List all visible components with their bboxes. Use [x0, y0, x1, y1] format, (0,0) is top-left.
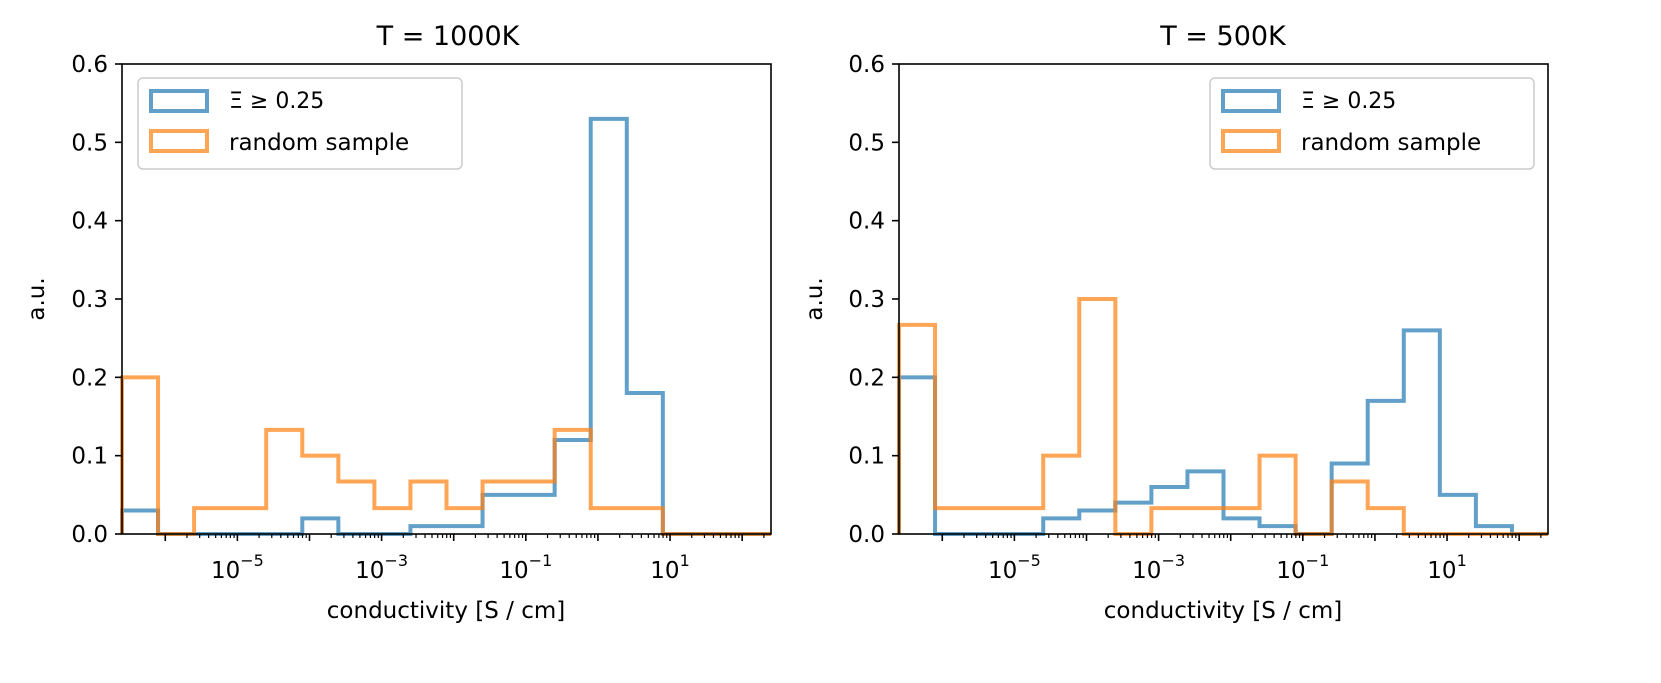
- x-tick-label: 101: [650, 551, 689, 584]
- legend-label-xi: Ξ ≥ 0.25: [1301, 89, 1396, 114]
- x-tick-label: 10−5: [988, 551, 1041, 584]
- x-axis: 10−5 10−3 10−1 101: [164, 534, 765, 584]
- histogram-series-random: [897, 297, 1548, 536]
- y-axis: 0.0 0.1 0.2 0.3 0.4 0.5 0.6: [848, 52, 899, 548]
- legend: Ξ ≥ 0.25 random sample: [1209, 77, 1535, 170]
- y-tick-label: 0.5: [848, 130, 885, 156]
- legend-box: [137, 77, 463, 170]
- legend-swatch-orange: [1221, 129, 1281, 153]
- legend-label-xi: Ξ ≥ 0.25: [229, 89, 324, 114]
- y-tick-label: 0.0: [71, 522, 108, 548]
- x-tick-label: 10−5: [211, 551, 264, 584]
- y-tick-label: 0.2: [848, 365, 885, 391]
- x-tick-label: 10−3: [355, 551, 408, 584]
- y-tick-label: 0.2: [71, 365, 108, 391]
- chart-panel-left: T = 1000K 0.0 0.1 0.2 0.3 0.4 0.5 0.6 10−5 10−3…: [24, 21, 772, 624]
- y-tick-label: 0.6: [848, 52, 885, 78]
- y-tick-label: 0.5: [71, 130, 108, 156]
- legend-label-random: random sample: [229, 130, 409, 156]
- chart-title: T = 1000K: [376, 21, 521, 52]
- x-axis-label: conductivity [S / cm]: [327, 598, 565, 624]
- y-tick-label: 0.6: [71, 52, 108, 78]
- y-axis-label: a.u.: [802, 277, 828, 320]
- y-tick-label: 0.1: [848, 444, 885, 470]
- chart-title: T = 500K: [1159, 21, 1287, 52]
- legend-swatch-blue: [149, 89, 209, 113]
- y-axis-label: a.u.: [24, 277, 50, 320]
- legend-swatch-orange: [149, 129, 209, 153]
- legend-box: [1209, 77, 1535, 170]
- y-tick-label: 0.4: [848, 209, 885, 235]
- y-tick-label: 0.0: [848, 522, 885, 548]
- legend: Ξ ≥ 0.25 random sample: [137, 77, 463, 170]
- y-tick-label: 0.1: [71, 444, 108, 470]
- y-axis: 0.0 0.1 0.2 0.3 0.4 0.5 0.6: [71, 52, 122, 548]
- chart-panel-right: T = 500K 0.00.10.20.30.40.50.6 10−5 10−3 1…: [802, 21, 1549, 624]
- histogram-series-random: [120, 375, 771, 536]
- x-axis-label: conductivity [S / cm]: [1104, 598, 1342, 624]
- legend-label-random: random sample: [1301, 130, 1481, 156]
- legend-swatch-blue: [1221, 89, 1281, 113]
- y-tick-label: 0.3: [848, 287, 885, 313]
- y-tick-label: 0.3: [71, 287, 108, 313]
- y-tick-label: 0.4: [71, 209, 108, 235]
- x-tick-label: 101: [1427, 551, 1466, 584]
- x-tick-label: 10−1: [1276, 551, 1329, 584]
- x-tick-label: 10−3: [1132, 551, 1185, 584]
- x-axis: 10−5 10−3 10−1 101: [941, 534, 1542, 584]
- x-tick-label: 10−1: [499, 551, 552, 584]
